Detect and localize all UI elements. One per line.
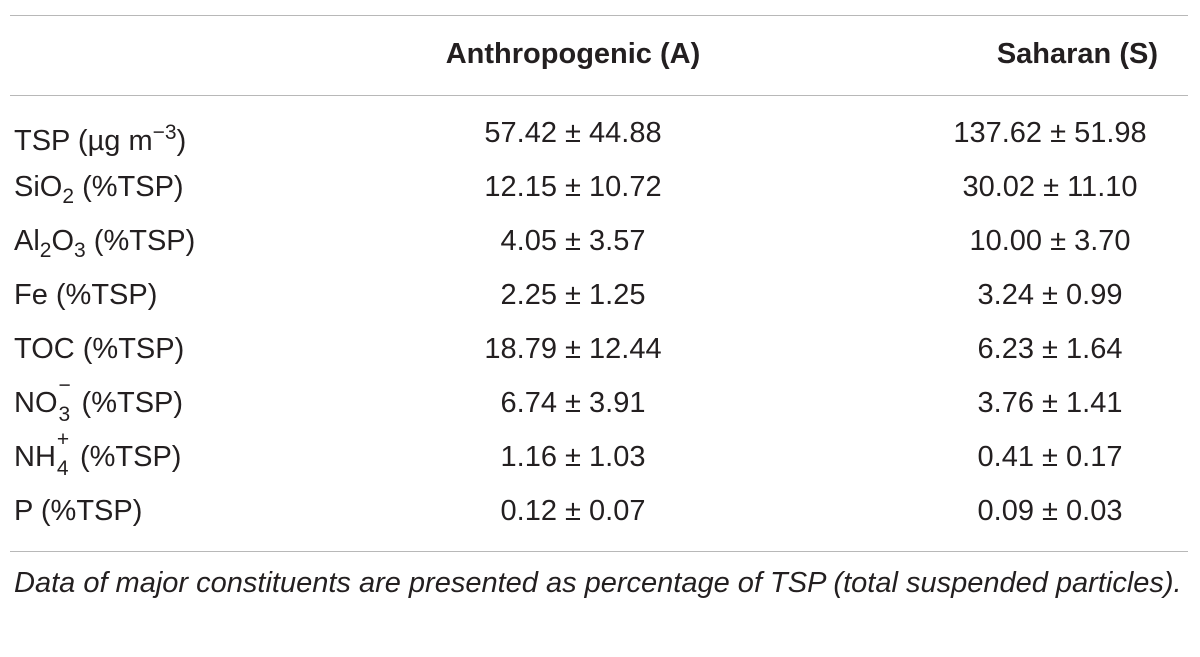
- saharan-value: 10.00 ± 3.70: [969, 225, 1131, 257]
- row-label: SiO2 (%TSP): [14, 171, 184, 208]
- anthropogenic-value: 0.12 ± 0.07: [500, 495, 646, 527]
- header-rule: [10, 95, 1188, 96]
- saharan-value: 137.62 ± 51.98: [953, 117, 1147, 149]
- saharan-value: 0.09 ± 0.03: [977, 495, 1123, 527]
- table-row: NO −3 (%TSP) 6.74 ± 3.91 3.76 ± 1.41: [0, 374, 1200, 426]
- row-label: NH +4 (%TSP): [14, 428, 182, 480]
- table-row: NH +4 (%TSP) 1.16 ± 1.03 0.41 ± 0.17: [0, 428, 1200, 480]
- saharan-value: 3.76 ± 1.41: [977, 387, 1123, 419]
- table-row: TSP (µg m−3) 57.42 ± 44.88 137.62 ± 51.9…: [0, 111, 1200, 157]
- anthropogenic-value: 12.15 ± 10.72: [484, 171, 662, 203]
- row-label: Al2O3 (%TSP): [14, 225, 196, 262]
- column-header-anthropogenic: Anthropogenic (A): [445, 38, 701, 70]
- table-row: Fe (%TSP) 2.25 ± 1.25 3.24 ± 0.99: [0, 273, 1200, 317]
- anthropogenic-value: 57.42 ± 44.88: [484, 117, 662, 149]
- saharan-value: 6.23 ± 1.64: [977, 333, 1123, 365]
- column-header-saharan: Saharan (S): [996, 38, 1158, 70]
- row-label: TSP (µg m−3): [14, 121, 187, 157]
- row-label: TOC (%TSP): [14, 333, 185, 365]
- table-bottom-rule: [10, 551, 1188, 552]
- row-label: P (%TSP): [14, 495, 143, 527]
- anthropogenic-value: 4.05 ± 3.57: [500, 225, 646, 257]
- saharan-value: 3.24 ± 0.99: [977, 279, 1123, 311]
- table-footnote: Data of major constituents are presented…: [14, 567, 1182, 599]
- anthropogenic-value: 6.74 ± 3.91: [500, 387, 646, 419]
- anthropogenic-value: 2.25 ± 1.25: [500, 279, 646, 311]
- row-label: NO −3 (%TSP): [14, 374, 184, 426]
- table-row: Al2O3 (%TSP) 4.05 ± 3.57 10.00 ± 3.70: [0, 219, 1200, 263]
- table-row: TOC (%TSP) 18.79 ± 12.44 6.23 ± 1.64: [0, 327, 1200, 371]
- table-row: P (%TSP) 0.12 ± 0.07 0.09 ± 0.03: [0, 489, 1200, 533]
- row-label: Fe (%TSP): [14, 279, 158, 311]
- table-top-rule: [10, 15, 1188, 16]
- saharan-value: 30.02 ± 11.10: [962, 171, 1138, 203]
- anthropogenic-value: 18.79 ± 12.44: [484, 333, 662, 365]
- saharan-value: 0.41 ± 0.17: [977, 441, 1123, 473]
- anthropogenic-value: 1.16 ± 1.03: [500, 441, 646, 473]
- table-row: SiO2 (%TSP) 12.15 ± 10.72 30.02 ± 11.10: [0, 165, 1200, 209]
